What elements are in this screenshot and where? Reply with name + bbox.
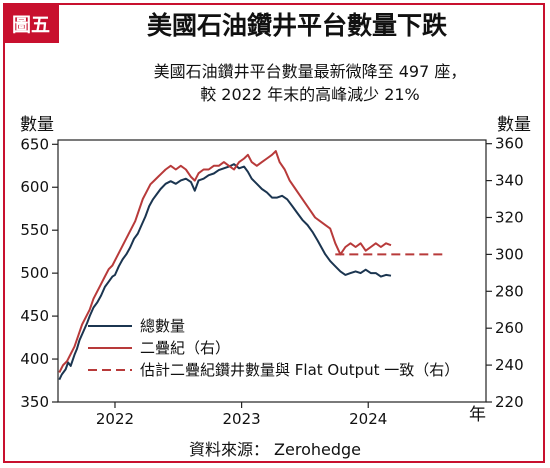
x-axis-unit: 年 <box>469 405 486 425</box>
chart-subtitle-line-1: 美國石油鑽井平台數量最新微降至 497 座， <box>153 62 467 81</box>
figure-frame <box>3 3 545 463</box>
x-tick-label: 2022 <box>96 410 134 428</box>
y-right-tick-label: 280 <box>495 282 524 300</box>
series-layer <box>58 150 445 381</box>
left-axis-unit: 數量 <box>20 115 54 135</box>
y-left-tick-label: 550 <box>20 221 49 239</box>
y-right-tick-label: 360 <box>495 135 524 153</box>
y-left-tick-label: 650 <box>20 135 49 153</box>
chart-subtitle-line-2: 較 2022 年末的高峰減少 21% <box>200 85 420 104</box>
x-tick-label: 2023 <box>223 410 261 428</box>
y-right-tick-label: 340 <box>495 172 524 190</box>
x-tick-label: 2024 <box>349 410 387 428</box>
y-left-tick-label: 600 <box>20 178 49 196</box>
y-left-tick-label: 400 <box>20 350 49 368</box>
plot-border <box>57 139 487 403</box>
right-axis-unit: 數量 <box>497 115 531 135</box>
figure-badge: 圖五 <box>3 3 59 43</box>
y-right-tick-label: 220 <box>495 393 524 411</box>
y-right-tick-label: 300 <box>495 245 524 263</box>
y-left-tick-label: 350 <box>20 393 49 411</box>
series-line-2 <box>58 150 392 373</box>
y-left-tick-label: 500 <box>20 264 49 282</box>
y-right-tick-label: 240 <box>495 356 524 374</box>
legend-label-3: 估計二疊紀鑽井數量與 Flat Output 一致（右） <box>140 361 459 379</box>
y-left-tick-label: 450 <box>20 307 49 325</box>
source-note: 資料來源： Zerohedge <box>188 440 362 459</box>
series-line-1 <box>58 163 392 381</box>
legend-label-2: 二疊紀（右） <box>140 339 230 357</box>
y-right-tick-label: 260 <box>495 319 524 337</box>
y-right-tick-label: 320 <box>495 208 524 226</box>
legend-label-1: 總數量 <box>140 317 185 335</box>
axes-layer: 350 400 450 500 550 600 650 220 240 260 280 300 320 3… <box>20 135 523 428</box>
chart-title: 美國石油鑽井平台數量下跌 <box>146 11 447 40</box>
